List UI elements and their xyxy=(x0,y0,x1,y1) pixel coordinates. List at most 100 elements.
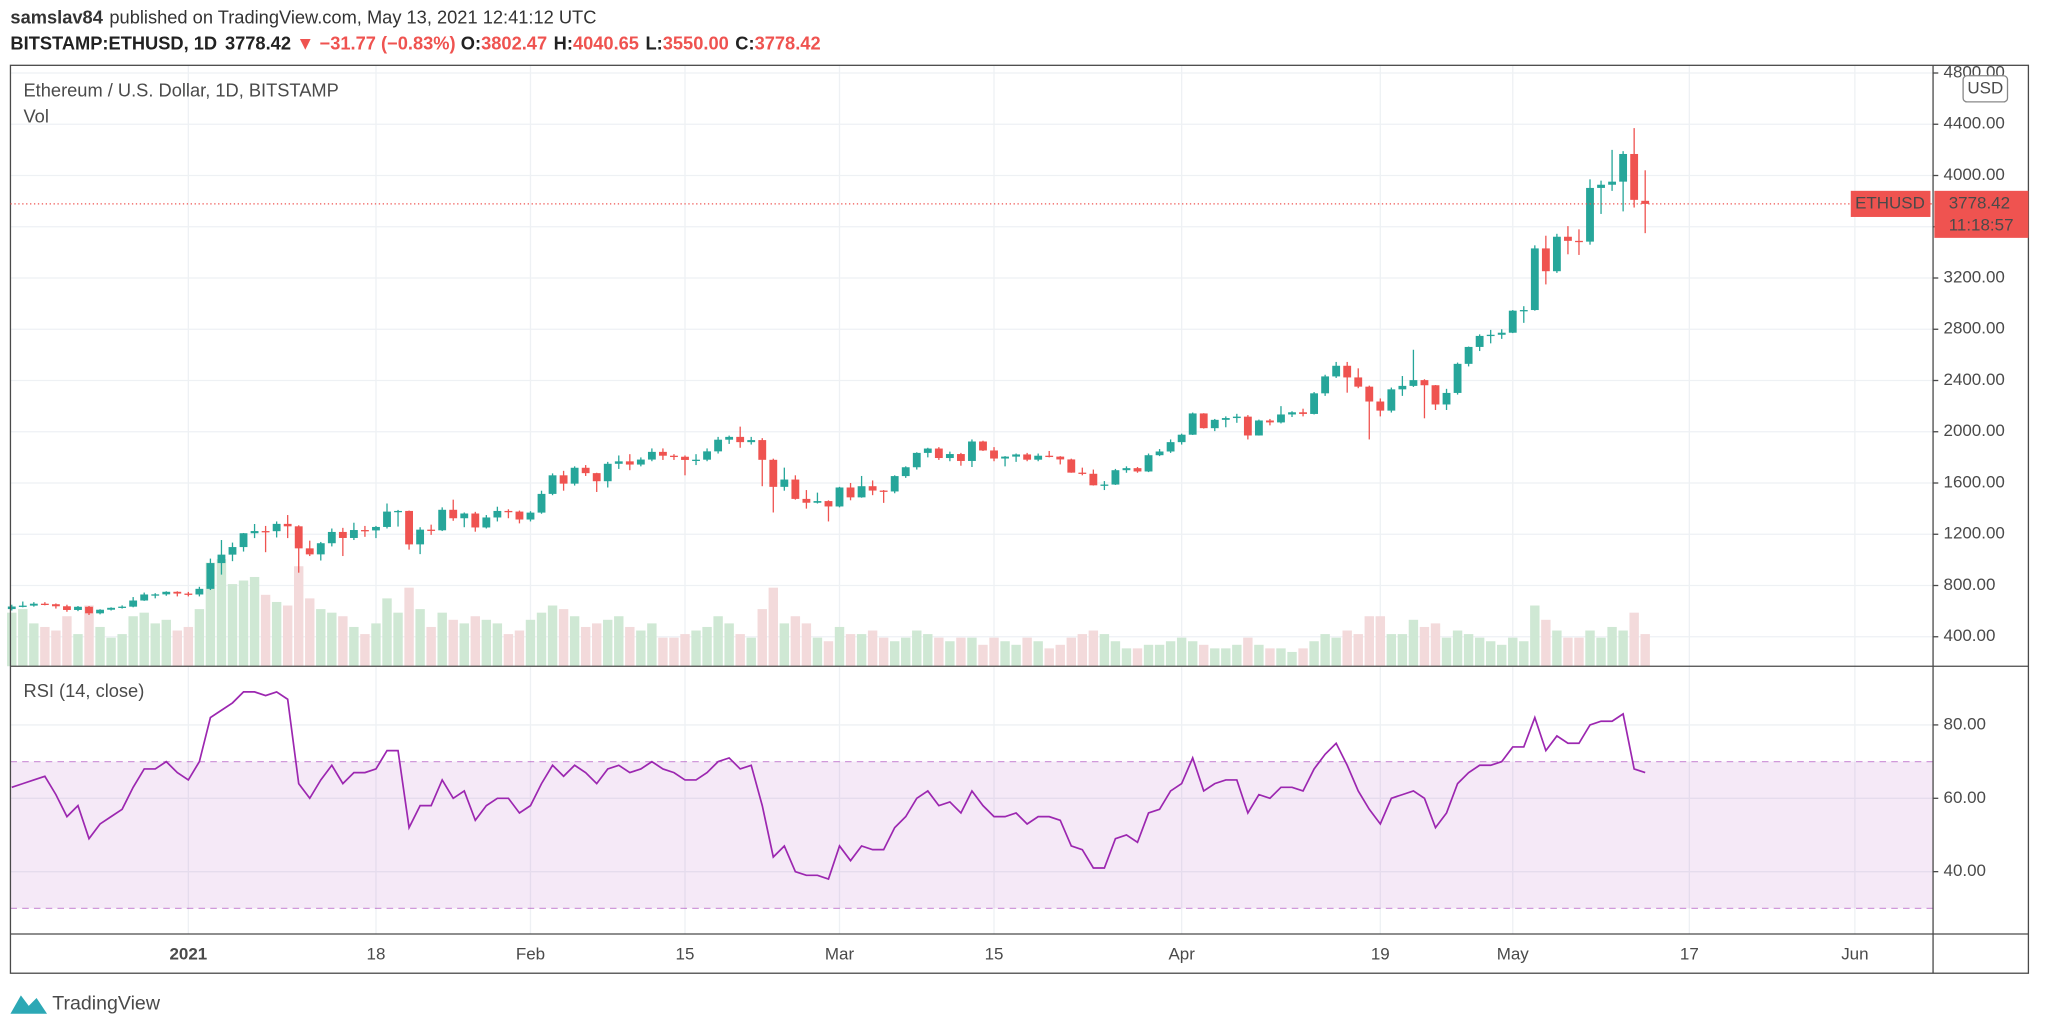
frame xyxy=(9,64,2030,974)
symbol: BITSTAMP:ETHUSD, 1D xyxy=(10,32,217,53)
volume-bar xyxy=(1110,641,1121,667)
volume-bar xyxy=(1375,616,1386,667)
volume-bar xyxy=(360,634,370,667)
volume-bar xyxy=(1210,648,1220,667)
volume-bar xyxy=(514,630,525,667)
candle-body xyxy=(1012,454,1021,457)
volume-bar xyxy=(1430,623,1441,667)
candle-body xyxy=(85,606,93,614)
logo: TradingView xyxy=(10,993,161,1015)
candle-body xyxy=(515,511,524,520)
volume-bar xyxy=(901,637,911,667)
volume-bar xyxy=(84,605,94,667)
symbol-tag-box xyxy=(1850,190,1931,217)
candle-body xyxy=(361,530,369,532)
candle-body xyxy=(537,493,546,513)
volume-bar xyxy=(603,619,613,667)
candle-body xyxy=(1155,451,1164,456)
open-value: 3802.47 xyxy=(481,32,547,53)
candle-body xyxy=(1144,455,1153,472)
key: H: xyxy=(554,32,573,53)
candle-body xyxy=(1254,420,1263,436)
candle-body xyxy=(780,479,789,487)
volume-bar xyxy=(1077,634,1088,667)
volume-bar xyxy=(1232,644,1242,667)
volume-bar xyxy=(636,630,646,667)
volume-bar xyxy=(912,630,922,667)
volume-bar xyxy=(812,637,823,667)
candle-body xyxy=(1641,200,1650,204)
candle-body xyxy=(1332,365,1341,377)
arrow: ▼ xyxy=(296,32,314,53)
candle-body xyxy=(1299,412,1307,414)
volume-bar xyxy=(316,609,326,667)
price-tag: 3778.42 xyxy=(1949,193,2010,212)
candle-body xyxy=(1122,468,1131,471)
y-tick-label: 2800.00 xyxy=(1944,319,2005,338)
volume-bar xyxy=(1408,619,1419,667)
candle-body xyxy=(416,529,425,545)
candle-body xyxy=(228,547,237,555)
candle-body xyxy=(979,441,987,451)
volume-bar xyxy=(216,559,227,667)
volume-bar xyxy=(7,612,17,667)
candle-body xyxy=(349,530,358,538)
volume-bar xyxy=(1342,630,1352,667)
volume-bar xyxy=(1386,634,1397,667)
candle-body xyxy=(1530,248,1539,311)
candle-body xyxy=(890,476,899,492)
volume-bar xyxy=(1199,644,1209,667)
candle-body xyxy=(1210,419,1219,429)
candle-body xyxy=(438,509,447,531)
volume-bar xyxy=(62,616,72,667)
candle-body xyxy=(195,588,204,595)
candle-body xyxy=(990,450,998,459)
volume-bar xyxy=(1397,634,1408,667)
candle-body xyxy=(879,490,888,492)
candle-body xyxy=(923,448,932,453)
candle-body xyxy=(1464,346,1473,364)
candle-body xyxy=(835,487,844,507)
candle-body xyxy=(1365,386,1374,402)
chart-title: Ethereum / U.S. Dollar, 1D, BITSTAMP xyxy=(24,79,339,100)
candle-body xyxy=(338,531,347,538)
candles xyxy=(7,128,1650,615)
currency[interactable]: USD xyxy=(1967,78,2003,97)
candle-body xyxy=(592,473,601,482)
volume-bar xyxy=(934,637,944,667)
candle-body xyxy=(670,455,678,458)
volume-bar xyxy=(183,626,194,667)
volume-bar xyxy=(1287,651,1297,667)
volume-bar xyxy=(338,616,348,667)
candle-body xyxy=(383,511,391,527)
candle-body xyxy=(1188,413,1197,435)
volume-bar xyxy=(1320,634,1330,667)
volume-bar xyxy=(404,587,414,667)
volume-bar xyxy=(547,605,558,667)
candle-body xyxy=(1199,413,1208,429)
candle-body xyxy=(1243,416,1252,436)
volume-bar xyxy=(194,609,205,667)
candle-body xyxy=(1321,376,1330,394)
x-tick-label: 18 xyxy=(367,944,386,963)
rsi-band xyxy=(10,761,1934,909)
candle-body xyxy=(140,594,149,601)
volume-bar xyxy=(481,619,492,667)
candle-body xyxy=(217,554,226,564)
volume-bar xyxy=(327,612,337,667)
volume-bar xyxy=(1552,630,1562,667)
candle-body xyxy=(173,591,182,594)
volume-bar xyxy=(150,623,160,667)
candle-body xyxy=(714,439,723,452)
candle-body xyxy=(1067,459,1076,473)
candle-body xyxy=(703,451,711,460)
y-tick-label: 2000.00 xyxy=(1944,421,2005,440)
candle-body xyxy=(239,533,248,548)
candle-body xyxy=(901,467,910,477)
key: C: xyxy=(735,32,754,53)
candle-body xyxy=(1508,310,1517,333)
currency-box[interactable] xyxy=(1962,75,2009,103)
candle-body xyxy=(1475,335,1484,347)
volume xyxy=(7,559,1650,667)
volume-bar xyxy=(1055,644,1065,667)
